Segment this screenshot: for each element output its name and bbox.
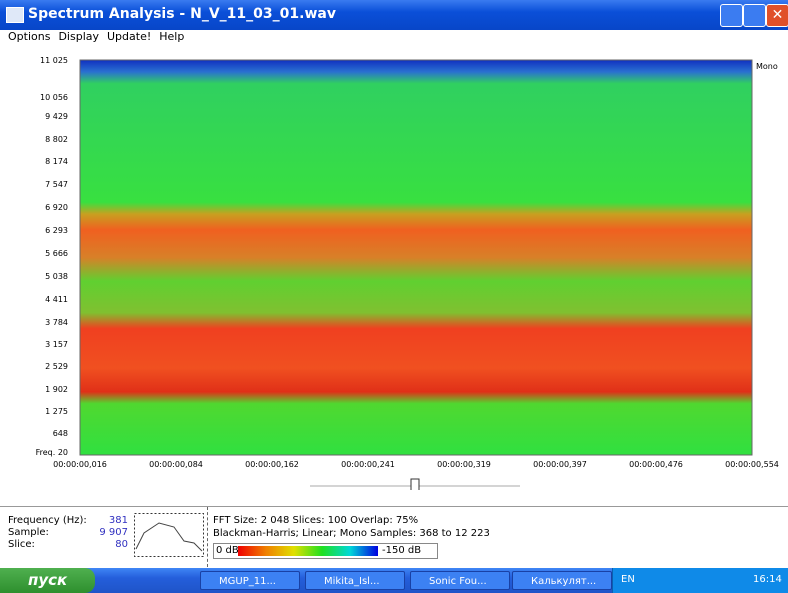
x-axis-label: 00:00:00,397 — [520, 460, 600, 469]
y-axis-label: 648 — [0, 429, 68, 438]
x-axis-label: 00:00:00,319 — [424, 460, 504, 469]
spectrogram-image — [80, 60, 752, 455]
y-axis-label: 8 174 — [0, 157, 68, 166]
y-axis-label: 6 293 — [0, 226, 68, 235]
close-button[interactable]: ✕ — [766, 4, 788, 27]
y-axis-label: 9 429 — [0, 112, 68, 121]
start-button[interactable]: пуск — [0, 568, 95, 593]
y-axis-label: 6 920 — [0, 203, 68, 212]
info-value: 381 — [109, 515, 128, 526]
y-axis-label: 5 666 — [0, 249, 68, 258]
taskbar-button[interactable]: Sonic Fou... — [410, 571, 510, 590]
slider-thumb[interactable] — [411, 479, 419, 490]
y-axis-label: 3 784 — [0, 318, 68, 327]
y-axis-label: 11 025 — [0, 56, 68, 65]
spectrogram — [0, 48, 788, 490]
y-axis-label: 10 056 — [0, 93, 68, 102]
info-label: Sample: — [8, 527, 49, 538]
app-icon — [6, 7, 24, 23]
x-axis-label: 00:00:00,016 — [40, 460, 120, 469]
y-axis-label: 3 157 — [0, 340, 68, 349]
y-axis-label: Freq. 20 — [0, 448, 68, 457]
scale-gradient — [238, 546, 378, 556]
color-scale: 0 dB -150 dB — [213, 543, 438, 559]
window-title: Spectrum Analysis - N_V_11_03_01.wav — [28, 6, 336, 22]
taskbar: пуск MGUP_11... Mikita_Isl... Sonic Fou...… — [0, 568, 788, 593]
window-line: Blackman-Harris; Linear; Mono Samples: 3… — [213, 528, 490, 539]
x-axis-label: 00:00:00,554 — [712, 460, 788, 469]
y-axis-label: 1 275 — [0, 407, 68, 416]
info-label: Frequency (Hz): — [8, 515, 87, 526]
y-axis-label: 1 902 — [0, 385, 68, 394]
separator — [207, 507, 208, 567]
language[interactable]: EN — [621, 574, 635, 585]
x-axis-label: 00:00:00,476 — [616, 460, 696, 469]
menu-item[interactable]: Options — [8, 30, 50, 43]
menu-bar: Options Display Update! Help — [0, 30, 788, 48]
y-axis-label: 2 529 — [0, 362, 68, 371]
maximize-button[interactable] — [743, 4, 766, 27]
minimize-button[interactable] — [720, 4, 743, 27]
system-tray: EN 16:14 — [612, 568, 788, 593]
fft-line: FFT Size: 2 048 Slices: 100 Overlap: 75% — [213, 515, 418, 526]
clock: 16:14 — [753, 574, 782, 585]
y-axis-label: 4 411 — [0, 295, 68, 304]
title-bar: Spectrum Analysis - N_V_11_03_01.wav ✕ — [0, 0, 788, 30]
menu-item[interactable]: Display — [58, 30, 99, 43]
taskbar-button[interactable]: MGUP_11... — [200, 571, 300, 590]
x-axis-label: 00:00:00,241 — [328, 460, 408, 469]
menu-item[interactable]: Help — [159, 30, 184, 43]
x-axis-label: 00:00:00,162 — [232, 460, 312, 469]
y-axis-label: 7 547 — [0, 180, 68, 189]
info-label: Slice: — [8, 539, 35, 550]
channel-label: Mono — [756, 62, 778, 71]
taskbar-button[interactable]: Калькулят... — [512, 571, 612, 590]
y-axis-label: 5 038 — [0, 272, 68, 281]
scale-min: 0 dB — [216, 545, 239, 556]
info-value: 80 — [115, 539, 128, 550]
page: Spectrum Analysis - N_V_11_03_01.wav ✕ O… — [0, 0, 788, 593]
mini-spectrum — [134, 513, 204, 557]
info-value: 9 907 — [99, 527, 128, 538]
menu-item[interactable]: Update! — [107, 30, 151, 43]
y-axis-label: 8 802 — [0, 135, 68, 144]
info-panel: Frequency (Hz): 381 Sample: 9 907 Slice: 80 F… — [0, 506, 788, 567]
taskbar-button[interactable]: Mikita_Isl... — [305, 571, 405, 590]
x-axis-label: 00:00:00,084 — [136, 460, 216, 469]
scale-max: -150 dB — [382, 545, 421, 556]
